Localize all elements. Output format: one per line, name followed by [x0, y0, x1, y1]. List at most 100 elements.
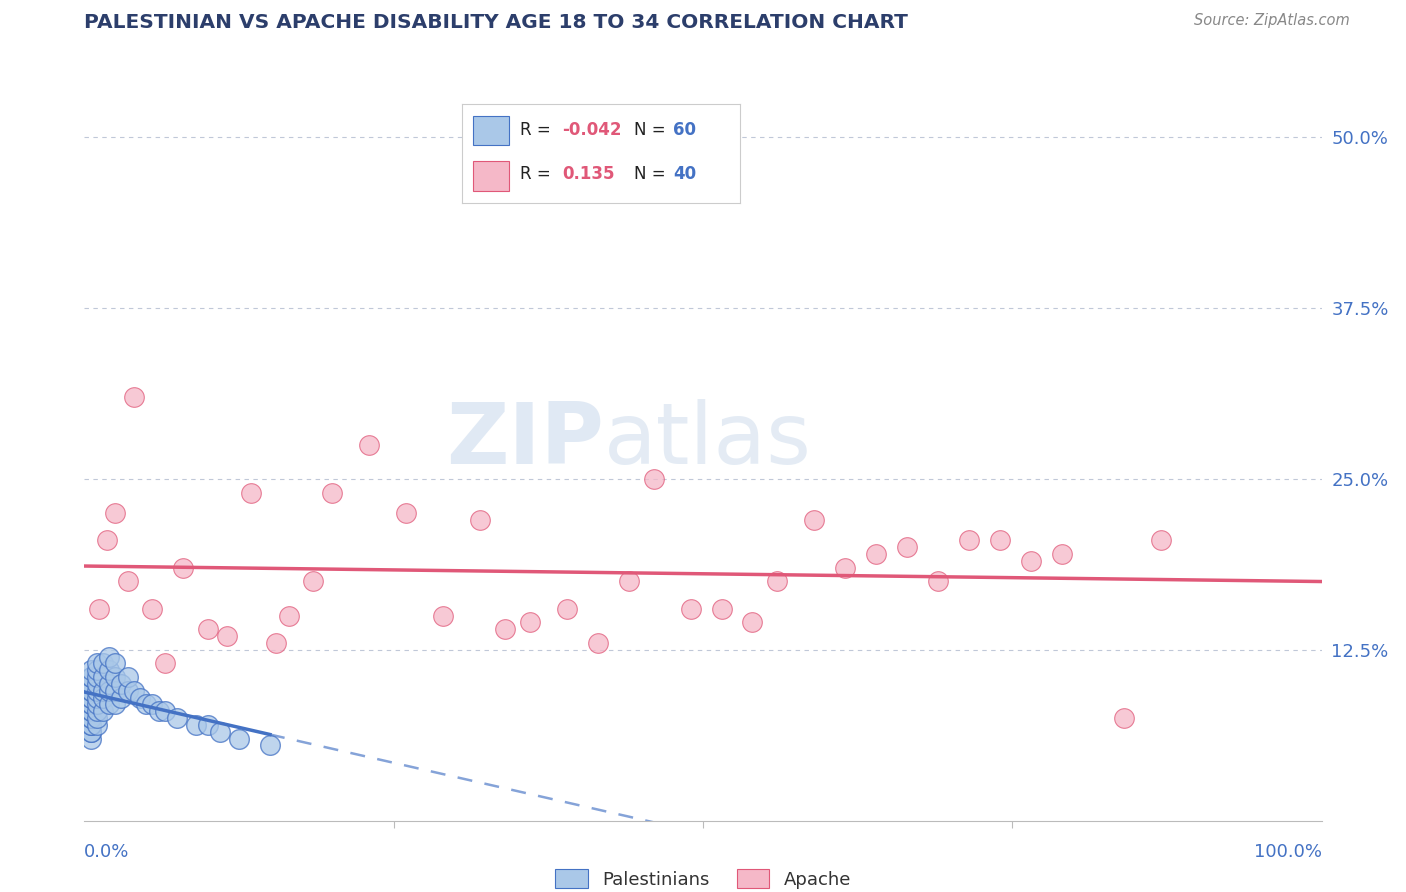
Point	[153, 704, 176, 718]
Point	[98, 649, 121, 664]
Point	[79, 670, 101, 684]
Point	[89, 601, 111, 615]
Point	[91, 657, 114, 671]
Point	[865, 547, 887, 561]
Point	[110, 690, 132, 705]
Point	[86, 677, 108, 691]
Point	[141, 698, 163, 712]
Point	[519, 615, 541, 630]
Point	[184, 718, 207, 732]
Point	[91, 670, 114, 684]
Point	[129, 690, 152, 705]
Point	[395, 506, 418, 520]
Point	[470, 513, 492, 527]
Point	[96, 533, 118, 548]
Point	[766, 574, 789, 589]
Point	[1019, 554, 1042, 568]
Point	[91, 704, 114, 718]
Text: ZIP: ZIP	[446, 399, 605, 482]
Point	[643, 472, 665, 486]
Point	[79, 677, 101, 691]
Point	[86, 683, 108, 698]
Point	[79, 718, 101, 732]
Point	[98, 677, 121, 691]
Text: Source: ZipAtlas.com: Source: ZipAtlas.com	[1194, 13, 1350, 29]
Point	[79, 683, 101, 698]
Point	[927, 574, 949, 589]
Point	[104, 698, 127, 712]
Point	[1150, 533, 1173, 548]
Point	[79, 724, 101, 739]
Point	[1112, 711, 1135, 725]
Point	[617, 574, 640, 589]
Point	[803, 513, 825, 527]
Point	[79, 704, 101, 718]
Point	[197, 718, 219, 732]
Point	[586, 636, 609, 650]
Point	[215, 629, 238, 643]
Point	[741, 615, 763, 630]
Point	[79, 731, 101, 746]
Point	[896, 540, 918, 554]
Point	[79, 698, 101, 712]
Point	[432, 608, 454, 623]
Point	[86, 690, 108, 705]
Point	[98, 663, 121, 677]
Point	[79, 677, 101, 691]
Point	[679, 601, 702, 615]
Point	[79, 724, 101, 739]
Point	[1050, 547, 1073, 561]
Point	[117, 683, 139, 698]
Text: atlas: atlas	[605, 399, 813, 482]
Point	[228, 731, 250, 746]
Point	[79, 690, 101, 705]
Point	[166, 711, 188, 725]
Point	[357, 438, 380, 452]
Point	[988, 533, 1011, 548]
Text: PALESTINIAN VS APACHE DISABILITY AGE 18 TO 34 CORRELATION CHART: PALESTINIAN VS APACHE DISABILITY AGE 18 …	[84, 13, 908, 32]
Point	[494, 622, 516, 636]
Point	[86, 670, 108, 684]
Point	[104, 506, 127, 520]
Point	[91, 683, 114, 698]
Point	[91, 690, 114, 705]
Point	[302, 574, 325, 589]
Point	[79, 670, 101, 684]
Point	[86, 711, 108, 725]
Point	[98, 698, 121, 712]
Point	[321, 485, 343, 500]
Point	[86, 698, 108, 712]
Point	[79, 690, 101, 705]
Point	[957, 533, 980, 548]
Point	[86, 657, 108, 671]
Point	[153, 657, 176, 671]
Point	[79, 663, 101, 677]
Legend: Palestinians, Apache: Palestinians, Apache	[548, 862, 858, 892]
Point	[86, 704, 108, 718]
Point	[104, 670, 127, 684]
Point	[79, 718, 101, 732]
Point	[117, 670, 139, 684]
Point	[98, 683, 121, 698]
Point	[79, 698, 101, 712]
Point	[172, 560, 194, 574]
Point	[79, 683, 101, 698]
Point	[240, 485, 263, 500]
Point	[79, 711, 101, 725]
Point	[104, 657, 127, 671]
Point	[79, 711, 101, 725]
Text: 100.0%: 100.0%	[1254, 843, 1322, 861]
Point	[148, 704, 170, 718]
Point	[259, 739, 281, 753]
Point	[197, 622, 219, 636]
Point	[555, 601, 578, 615]
Point	[110, 677, 132, 691]
Point	[117, 574, 139, 589]
Point	[79, 704, 101, 718]
Point	[277, 608, 299, 623]
Point	[122, 683, 145, 698]
Point	[135, 698, 157, 712]
Point	[86, 663, 108, 677]
Point	[104, 683, 127, 698]
Point	[141, 601, 163, 615]
